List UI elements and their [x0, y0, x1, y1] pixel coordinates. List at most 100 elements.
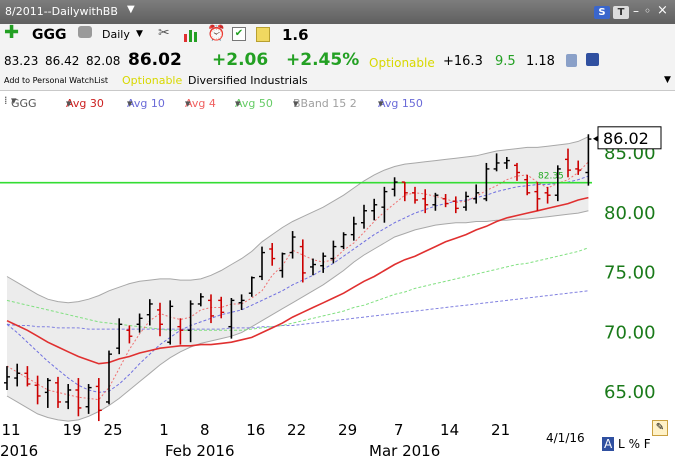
price-bar	[218, 296, 225, 319]
price-bar	[340, 232, 347, 249]
price-bar	[371, 198, 378, 221]
x-tick-label: 7	[394, 421, 404, 439]
title-dropdown-icon[interactable]: ▼	[127, 4, 135, 15]
price-bar	[463, 191, 469, 211]
draw-tools-icon[interactable]: ✂	[158, 25, 170, 41]
price-bar	[167, 300, 174, 345]
price-bar	[126, 325, 133, 344]
price-bar	[310, 258, 316, 276]
bband-fill	[7, 136, 589, 422]
last-price-pointer	[593, 135, 598, 142]
price-bar	[197, 293, 204, 307]
window-title: 8/2011--DailywithBB	[5, 5, 118, 18]
price-bar	[65, 384, 72, 410]
price-bar	[524, 174, 531, 196]
x-month-label: 2016	[0, 442, 38, 460]
avg50-line	[6, 247, 589, 331]
industry-label: Diversified Industrials	[188, 74, 308, 87]
price-bar	[412, 186, 418, 204]
price-bar	[473, 184, 480, 204]
price-bar	[157, 302, 163, 337]
toolbar-value: 1.6	[282, 26, 309, 44]
flag-a[interactable]: A	[602, 437, 615, 451]
quote-extra-1: +16.3	[443, 54, 483, 69]
add-icon[interactable]: ✚	[4, 22, 20, 43]
percent-change: +2.45%	[286, 50, 360, 70]
price-bar	[503, 156, 510, 169]
price-bar	[483, 162, 490, 202]
note-icon[interactable]	[256, 27, 270, 42]
minimize-icon[interactable]: –	[633, 4, 639, 18]
info-line: Add to Personal WatchList Optionable Div…	[0, 74, 675, 91]
last-price-label: 86.02	[603, 129, 649, 148]
chart-flags: A L % F	[602, 437, 651, 451]
restore-icon[interactable]: ◦	[644, 4, 652, 18]
price-bar	[514, 162, 520, 181]
symbol-lookup-icon[interactable]	[78, 26, 92, 38]
legend-symbol[interactable]: ⁞ GGG ▾	[4, 94, 37, 110]
low-price: 82.08	[86, 54, 121, 68]
quote-line: 83.23 86.42 82.08 86.02 +2.06 +2.45% Opt…	[0, 47, 675, 74]
period-select[interactable]: Daily	[102, 28, 130, 41]
x-month-label: Feb 2016	[165, 442, 235, 460]
chart-type-icon[interactable]	[183, 27, 199, 42]
price-bar	[442, 194, 449, 208]
avg10-line	[6, 175, 589, 393]
price-bar	[116, 318, 123, 355]
last-price: 86.02	[128, 50, 182, 70]
symbol-label[interactable]: GGG	[32, 27, 67, 43]
price-bar	[299, 239, 306, 283]
bollinger-band	[6, 136, 589, 422]
alarm-clock-icon[interactable]: ⏰	[207, 24, 226, 42]
price-change: +2.06	[212, 50, 269, 70]
avg4-line	[6, 161, 589, 401]
price-bar	[279, 252, 286, 278]
price-bar	[289, 231, 296, 259]
price-bar	[44, 378, 51, 408]
price-bar	[24, 366, 31, 387]
price-bar	[320, 252, 327, 273]
flag-f[interactable]: F	[643, 437, 651, 451]
close-icon[interactable]: ×	[657, 3, 668, 18]
flag-l[interactable]: L	[618, 437, 625, 451]
flag-percent[interactable]: %	[628, 437, 640, 451]
last-date: 4/1/16	[546, 431, 585, 445]
checkbox-icon[interactable]: ✔	[232, 27, 246, 41]
search-button[interactable]: S	[594, 6, 610, 19]
tools-button[interactable]: T	[613, 6, 629, 19]
y-tick-label: 80.00	[604, 203, 656, 224]
optionable-label: Optionable	[369, 56, 435, 70]
database-icon[interactable]	[566, 54, 577, 67]
price-bar	[208, 294, 214, 324]
period-dropdown-icon[interactable]: ▼	[136, 29, 143, 39]
price-bar	[85, 384, 92, 414]
price-bar	[554, 165, 561, 202]
horizontal-line: 82.35	[0, 172, 592, 184]
price-bar	[381, 186, 388, 223]
save-icon[interactable]	[586, 53, 599, 66]
price-bar	[391, 177, 398, 197]
price-bar	[361, 204, 367, 229]
price-bar	[269, 243, 276, 266]
toolbar: ✚ GGG Daily ▼ ✂ ⏰ ✔ 1.6	[0, 24, 675, 47]
price-bar	[95, 378, 102, 422]
price-bar	[534, 182, 541, 211]
expand-icon[interactable]: ▼	[664, 75, 671, 85]
price-bar	[106, 350, 112, 405]
avg30-line	[6, 196, 589, 365]
x-tick-label: 14	[440, 421, 459, 439]
y-tick-label: 70.00	[604, 322, 656, 343]
pencil-icon[interactable]: ✎	[652, 420, 668, 436]
price-bar	[55, 376, 61, 408]
price-bar	[330, 240, 337, 264]
price-bar	[432, 192, 439, 211]
avg150-line	[6, 290, 589, 330]
x-month-label: Mar 2016	[369, 442, 440, 460]
indicator-legend: ⁞ GGG ▾ Avg 30 ▾ Avg 10 ▾ Avg 4 ▾ Avg 50…	[0, 91, 675, 111]
price-bar	[75, 378, 82, 417]
price-bar	[575, 160, 582, 175]
watchlist-link[interactable]: Add to Personal WatchList	[4, 76, 109, 85]
window-title-bar: 8/2011--DailywithBB ▼ S T – ◦ ×	[0, 0, 675, 24]
